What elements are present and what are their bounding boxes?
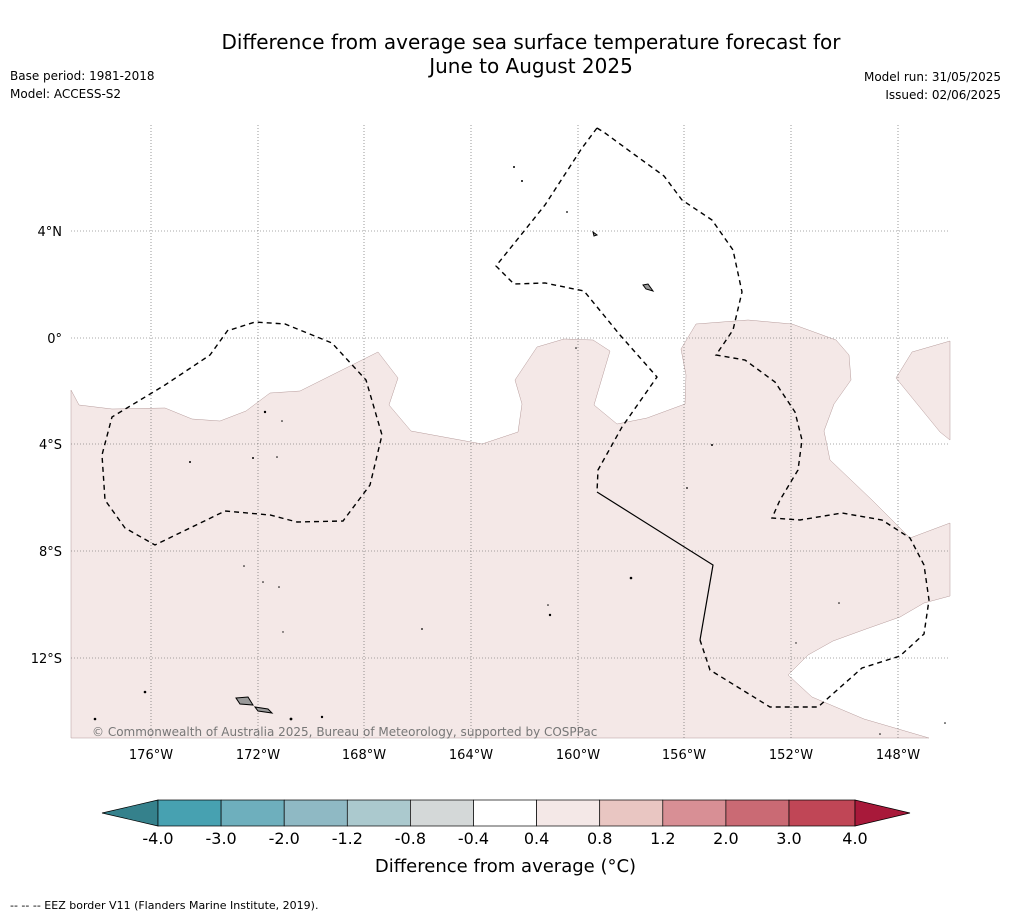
map-title: Difference from average sea surface temp… (180, 30, 882, 78)
lat-label: 12°S (31, 652, 62, 667)
small-islands (93, 166, 946, 735)
base-period: Base period: 1981-2018 (10, 69, 155, 83)
island-samoa-2 (253, 706, 274, 714)
lon-label: 172°W (236, 748, 280, 763)
meta-left: Base period: 1981-2018 Model: ACCESS-S2 (10, 67, 155, 103)
colorbar-segment (473, 799, 537, 827)
lon-axis-labels: 176°W 172°W 168°W 164°W 160°W 156°W 152°… (129, 748, 920, 763)
lon-label: 164°W (449, 748, 493, 763)
island-1 (642, 283, 655, 292)
lon-label: 168°W (342, 748, 386, 763)
colorbar (101, 799, 911, 827)
colorbar-tick: -4.0 (142, 829, 173, 848)
colorbar-segment (725, 799, 790, 827)
colorbar-tick: 0.4 (524, 829, 549, 848)
meta-right: Model run: 31/05/2025 Issued: 02/06/2025 (864, 68, 1001, 104)
colorbar-segment (346, 799, 411, 827)
colorbar-tick: 2.0 (713, 829, 738, 848)
issued-date: Issued: 02/06/2025 (885, 88, 1001, 102)
colorbar-tick: 0.8 (587, 829, 612, 848)
colorbar-segment (283, 799, 348, 827)
lon-label: 156°W (662, 748, 706, 763)
colorbar-tick: -0.8 (395, 829, 426, 848)
anomaly-fill-region (70, 319, 951, 739)
colorbar-segment (220, 799, 285, 827)
colorbar-segment (662, 799, 727, 827)
lon-label: 152°W (769, 748, 813, 763)
colorbar-segment (157, 799, 222, 827)
colorbar-tick: -2.0 (269, 829, 300, 848)
colorbar-tick: 1.2 (650, 829, 675, 848)
lat-label: 8°S (39, 545, 62, 560)
lon-label: 148°W (876, 748, 920, 763)
model-name: Model: ACCESS-S2 (10, 87, 122, 101)
colorbar-tick: -1.2 (332, 829, 363, 848)
eez-footnote: -- -- -- EEZ border V11 (Flanders Marine… (10, 899, 319, 912)
colorbar-tick: 3.0 (776, 829, 801, 848)
colorbar-extend-high (854, 799, 911, 827)
graticule (71, 125, 950, 738)
colorbar-tick: -3.0 (205, 829, 236, 848)
copyright-notice: © Commonwealth of Australia 2025, Bureau… (92, 725, 597, 739)
islands (235, 230, 655, 714)
title-line-2: June to August 2025 (429, 54, 633, 78)
colorbar-segment (599, 799, 664, 827)
colorbar-tick: -0.4 (458, 829, 489, 848)
colorbar-ticks: -4.0 -3.0 -2.0 -1.2 -0.8 -0.4 0.4 0.8 1.… (142, 829, 867, 848)
title-line-1: Difference from average sea surface temp… (221, 30, 841, 54)
lon-label: 176°W (129, 748, 173, 763)
model-run: Model run: 31/05/2025 (863, 70, 1001, 84)
colorbar-label: Difference from average (°C) (374, 856, 637, 877)
island-2 (592, 230, 599, 237)
colorbar-segment (410, 799, 474, 827)
lon-label: 160°W (556, 748, 600, 763)
lat-label: 4°N (38, 225, 63, 240)
island-samoa-1 (235, 696, 254, 706)
colorbar-segment (536, 799, 601, 827)
colorbar-extend-low (101, 799, 159, 827)
colorbar-segment (788, 799, 856, 827)
lat-label: 0° (47, 332, 62, 347)
colorbar-tick: 4.0 (842, 829, 867, 848)
lat-axis-labels: 4°N 0° 4°S 8°S 12°S (31, 225, 62, 667)
eez-borders (101, 127, 930, 708)
lat-label: 4°S (39, 438, 62, 453)
